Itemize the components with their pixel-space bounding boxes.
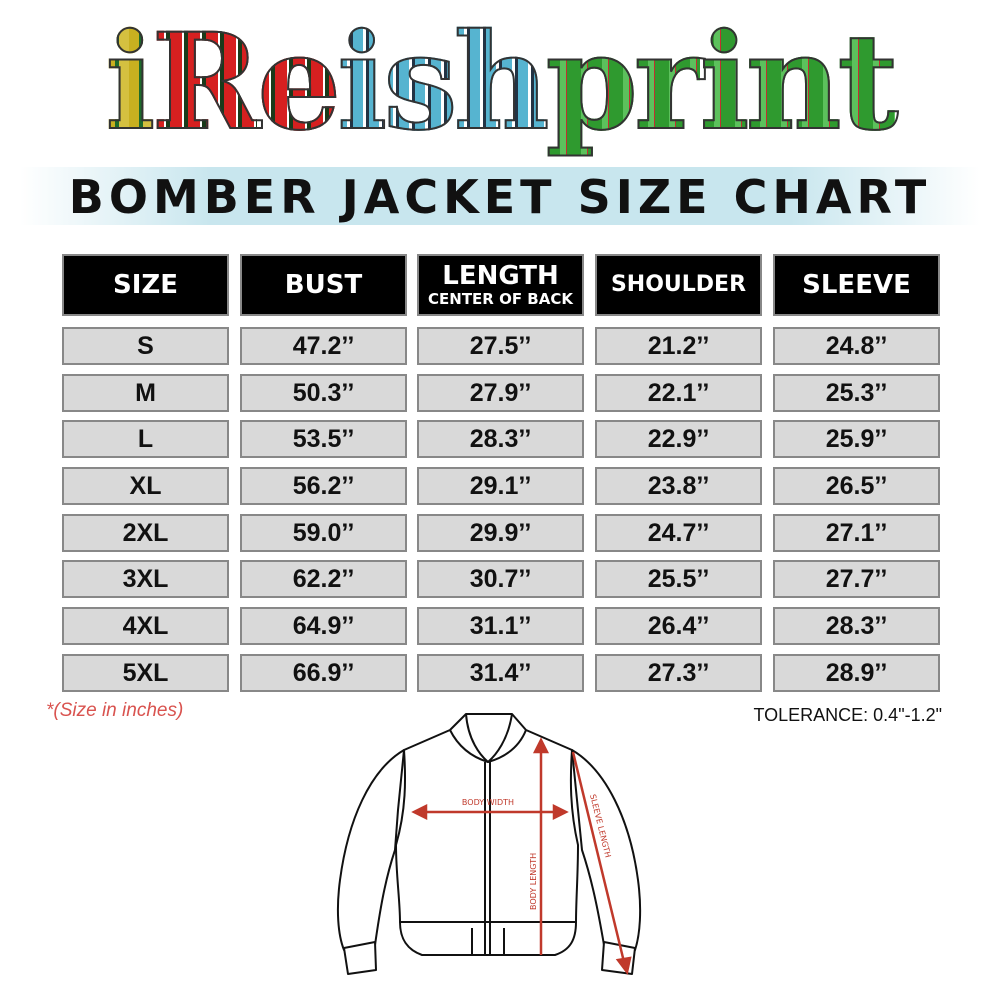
measurement-cell: 47.2’’ (240, 327, 407, 365)
logo-letter: n (745, 5, 843, 160)
measurement-cell: 66.9’’ (240, 654, 407, 692)
jacket-waistband (399, 921, 577, 956)
measurement-cell: 24.8’’ (773, 327, 940, 365)
measurement-cell: 22.9’’ (595, 420, 762, 458)
logo-letter: s (382, 5, 458, 160)
column-header: LENGTH CENTER OF BACK (417, 254, 584, 316)
measurement-cell: 21.2’’ (595, 327, 762, 365)
measurement-cell: 26.4’’ (595, 607, 762, 645)
measurement-cell: 28.9’’ (773, 654, 940, 692)
column-header: SIZE (62, 254, 229, 316)
measurement-cell: 30.7’’ (417, 560, 584, 598)
measurement-cell: 25.9’’ (773, 420, 940, 458)
jacket-left-sleeve (336, 749, 405, 951)
measurement-cell: 24.7’’ (595, 514, 762, 552)
measurement-cell: 62.2’’ (240, 560, 407, 598)
measurement-cell: 26.5’’ (773, 467, 940, 505)
measurement-cell: 59.0’’ (240, 514, 407, 552)
size-cell: S (62, 327, 229, 365)
measurement-cell: 31.4’’ (417, 654, 584, 692)
jacket-diagram: BODY WIDTH BODY LENGTH SLEEVE LENGTH (336, 713, 642, 975)
size-cell: 2XL (62, 514, 229, 552)
column-header: SHOULDER (595, 254, 762, 316)
logo-letter: i (104, 5, 156, 160)
size-cell: XL (62, 467, 229, 505)
tolerance-note: TOLERANCE: 0.4"-1.2" (753, 705, 942, 725)
header-label: BUST (284, 270, 363, 300)
page-title: BOMBER JACKET SIZE CHART (68, 170, 932, 224)
size-cell: 5XL (62, 654, 229, 692)
header-label: SHOULDER (610, 272, 747, 297)
measurement-cell: 27.7’’ (773, 560, 940, 598)
measurement-cell: 50.3’’ (240, 374, 407, 412)
measurement-cell: 27.3’’ (595, 654, 762, 692)
column-header: SLEEVE (773, 254, 940, 316)
measurement-cell: 23.8’’ (595, 467, 762, 505)
column-header: BUST (240, 254, 407, 316)
header-label: SLEEVE (802, 270, 911, 300)
brand-logo: iReishprint (0, 5, 1000, 160)
measurement-cell: 56.2’’ (240, 467, 407, 505)
measurement-cell: 25.3’’ (773, 374, 940, 412)
body-length-label: BODY LENGTH (529, 853, 538, 910)
jacket-right-sleeve (571, 749, 642, 951)
measurement-cell: 27.5’’ (417, 327, 584, 365)
header-sublabel: CENTER OF BACK (428, 290, 573, 308)
measurement-cell: 27.9’’ (417, 374, 584, 412)
units-note: *(Size in inches) (46, 700, 184, 721)
jacket-body (395, 713, 579, 923)
header-label: SIZE (112, 270, 178, 300)
header-label: LENGTH (442, 261, 559, 291)
measurement-cell: 25.5’’ (595, 560, 762, 598)
logo-letter: R (151, 5, 263, 160)
logo-letter: t (837, 5, 900, 160)
measurement-cell: 64.9’’ (240, 607, 407, 645)
size-cell: 4XL (62, 607, 229, 645)
measurement-cell: 27.1’’ (773, 514, 940, 552)
size-cell: L (62, 420, 229, 458)
logo-letter: i (699, 5, 751, 160)
logo-letter: h (453, 5, 551, 160)
size-cell: M (62, 374, 229, 412)
jacket-left-cuff (343, 941, 377, 975)
logo-letter: p (545, 5, 639, 160)
logo-letter: r (633, 5, 705, 160)
measurement-cell: 31.1’’ (417, 607, 584, 645)
measurement-cell: 22.1’’ (595, 374, 762, 412)
measurement-cell: 29.9’’ (417, 514, 584, 552)
logo-letter: i (336, 5, 388, 160)
logo-letter: e (256, 5, 342, 160)
measurement-cell: 53.5’’ (240, 420, 407, 458)
size-cell: 3XL (62, 560, 229, 598)
measurement-cell: 29.1’’ (417, 467, 584, 505)
body-width-label: BODY WIDTH (462, 798, 514, 807)
measurement-cell: 28.3’’ (773, 607, 940, 645)
title-banner (20, 167, 980, 225)
measurement-cell: 28.3’’ (417, 420, 584, 458)
